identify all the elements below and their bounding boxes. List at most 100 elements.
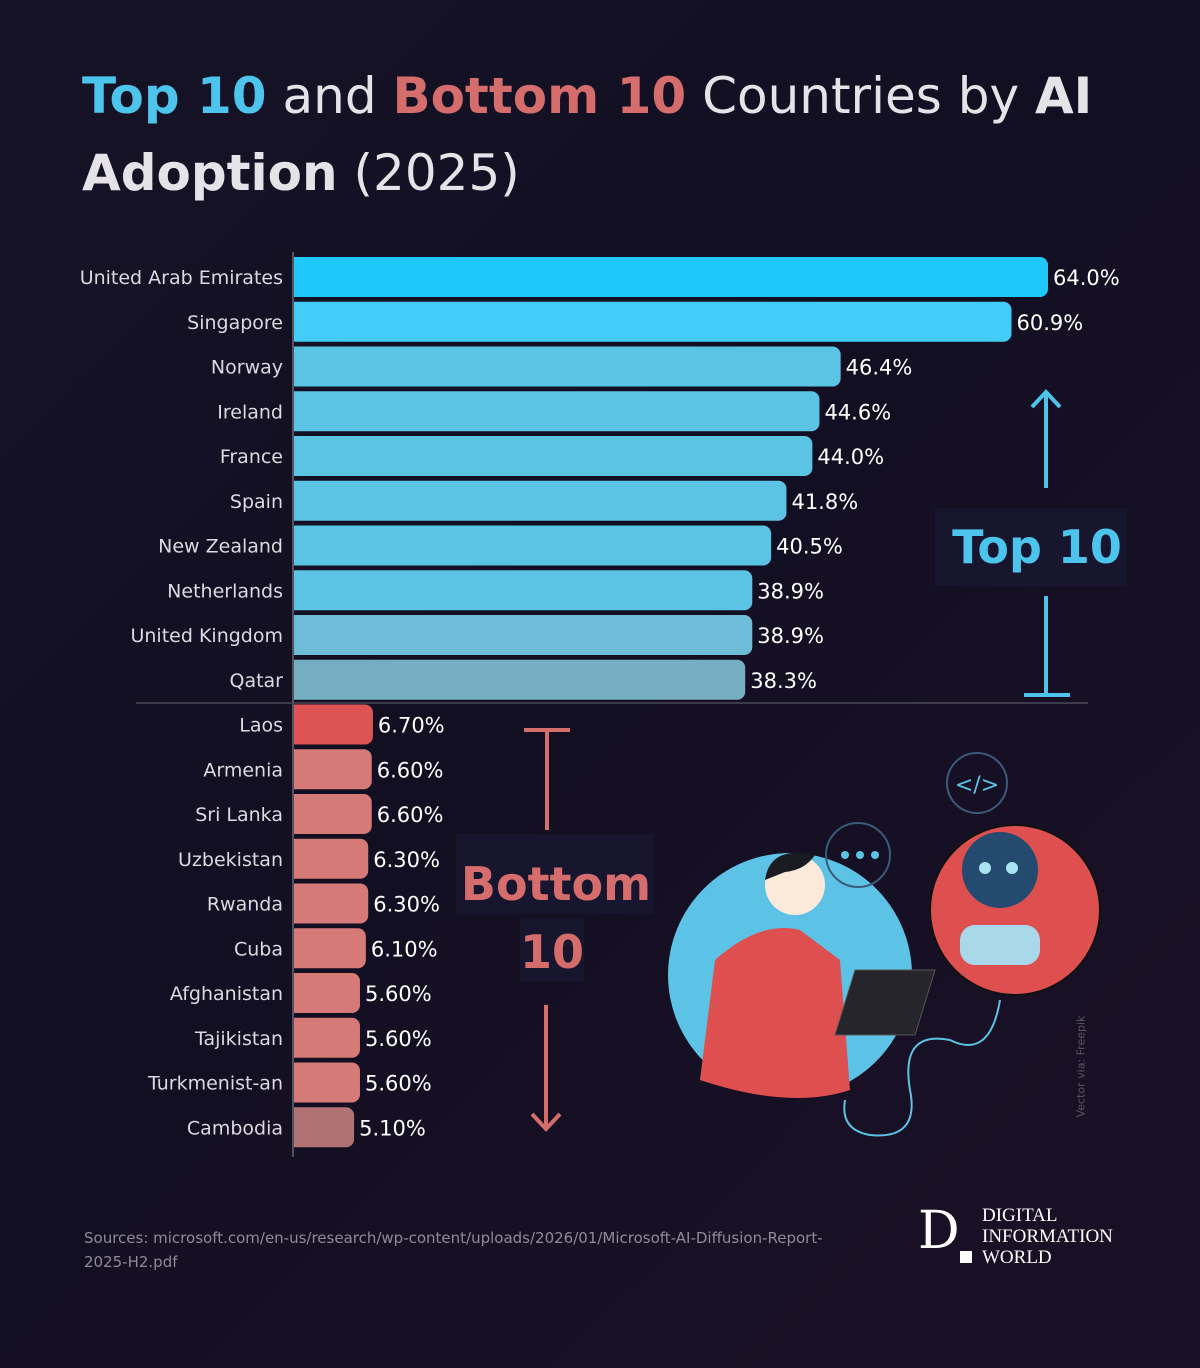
value-label: 44.0% [817, 445, 884, 469]
bar [286, 1107, 355, 1148]
code-icon: </> [955, 773, 999, 798]
value-label: 41.8% [791, 490, 858, 514]
value-label: 64.0% [1053, 266, 1120, 290]
bar [286, 301, 1012, 342]
value-label: 38.9% [757, 624, 824, 648]
arrow-down-head [530, 1112, 562, 1132]
category-label: Netherlands [167, 580, 283, 602]
logo-mark: D [918, 1205, 974, 1263]
value-label: 40.5% [776, 535, 843, 559]
bar [286, 570, 753, 611]
bar [286, 749, 372, 790]
category-label: Turkmenist-an [147, 1073, 283, 1095]
category-label: Cuba [234, 938, 283, 960]
title-year: (2025) [337, 144, 520, 202]
category-label: Norway [211, 357, 283, 379]
robot-head-icon [962, 832, 1038, 908]
logo-line: INFORMATION [982, 1226, 1113, 1247]
bar [286, 883, 369, 924]
dot-icon [841, 851, 849, 859]
category-label: Rwanda [207, 894, 283, 916]
logo-line: DIGITAL [982, 1205, 1058, 1226]
category-label: Armenia [203, 759, 283, 781]
category-label: Laos [239, 715, 283, 737]
arrow-up-head [1030, 389, 1062, 409]
bar [286, 928, 366, 969]
bar [286, 615, 753, 655]
dot-icon [871, 851, 879, 859]
value-label: 60.9% [1016, 311, 1083, 335]
bar [286, 973, 360, 1013]
category-label: Tajikistan [194, 1028, 283, 1050]
title-top10: Top 10 [82, 67, 267, 125]
bar [286, 704, 373, 745]
bar [286, 391, 820, 432]
value-label: 38.9% [757, 579, 824, 603]
bar [286, 525, 772, 566]
axis-mask [286, 250, 294, 1160]
logo-square [960, 1251, 972, 1263]
top10-box [935, 508, 1127, 586]
code-bubble-icon [946, 752, 1008, 814]
top10-annotation: Top 10 [935, 389, 1127, 697]
value-label: 6.10% [371, 937, 438, 961]
person-icon [700, 928, 850, 1098]
value-label: 6.30% [373, 893, 440, 917]
category-label: Uzbekistan [178, 849, 283, 871]
category-label: France [220, 446, 283, 468]
chart-title: Top 10 and Bottom 10 Countries by AI Adop… [82, 58, 1122, 212]
bars: United Arab Emirates 64.0% Singapore 60.9% N… [80, 257, 1120, 1148]
bottom-box [456, 834, 654, 914]
bar [286, 1017, 360, 1058]
bar [286, 257, 1048, 297]
bottom10-annotation: Bottom 10 [456, 728, 654, 1132]
category-label: Spain [230, 491, 283, 513]
title-text: and [266, 67, 393, 125]
person-hair-icon [765, 852, 815, 880]
bar [286, 480, 787, 521]
illustration-credit: Vector via: Freepik [1074, 1015, 1088, 1118]
category-label: Cambodia [187, 1117, 283, 1139]
category-label: Sri Lanka [195, 804, 283, 826]
robot-eye-icon [979, 862, 991, 874]
bar [286, 1062, 360, 1103]
title-bottom10: Bottom 10 [392, 67, 687, 125]
source-note: Sources: microsoft.com/en-us/research/wp… [84, 1229, 823, 1271]
dot-icon [856, 851, 864, 859]
tablet-icon [834, 969, 936, 1036]
value-label: 6.60% [377, 758, 444, 782]
logo: D DIGITAL INFORMATION WORLD [918, 1205, 1113, 1268]
bottom-box [520, 918, 584, 982]
title-text: Countries by [686, 67, 1035, 125]
value-label: 44.6% [824, 400, 891, 424]
value-label: 46.4% [846, 356, 913, 380]
logo-letter: D [918, 1201, 960, 1261]
category-label: New Zealand [158, 536, 283, 558]
category-label: Qatar [229, 670, 283, 692]
category-label: United Arab Emirates [80, 267, 283, 289]
value-label: 6.70% [378, 714, 445, 738]
bar [286, 346, 841, 387]
illustration: </> [668, 752, 1101, 1137]
value-label: 5.60% [365, 982, 432, 1006]
speech-bubble-icon [825, 822, 891, 888]
bottom10-label: 10 [520, 925, 584, 979]
value-label: 5.60% [365, 1072, 432, 1096]
value-label: 5.10% [359, 1116, 426, 1140]
bar [286, 659, 746, 700]
bottom10-label: Bottom [461, 857, 651, 911]
bar [286, 794, 372, 834]
logo-text: DIGITAL INFORMATION WORLD [982, 1205, 1113, 1268]
cable-icon [843, 999, 1001, 1137]
title-adoption: Adoption [82, 144, 338, 202]
category-label: Singapore [187, 312, 283, 334]
value-label: 6.60% [377, 803, 444, 827]
value-label: 38.3% [750, 669, 817, 693]
top10-label: Top 10 [952, 520, 1122, 574]
bar [286, 838, 369, 879]
category-label: Afghanistan [170, 983, 283, 1005]
title-ai: AI [1034, 67, 1093, 125]
value-label: 5.60% [365, 1027, 432, 1051]
category-label: United Kingdom [130, 625, 283, 647]
